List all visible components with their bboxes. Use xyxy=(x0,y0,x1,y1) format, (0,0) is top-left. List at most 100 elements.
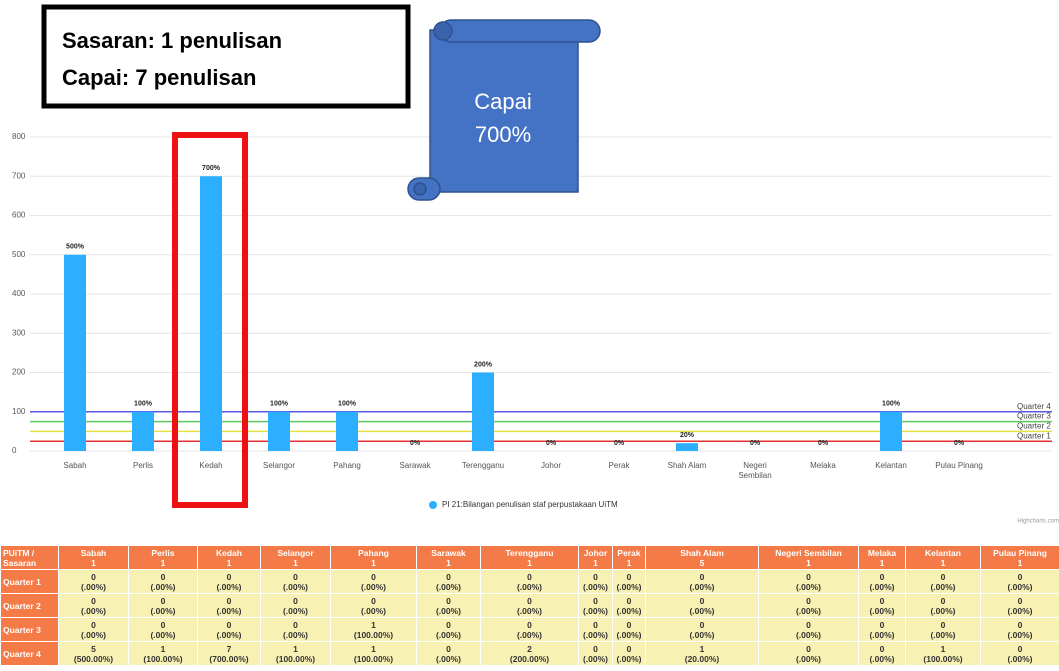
x-tick-label: Negeri Sembilan xyxy=(726,461,784,481)
cell-percent: (.00%) xyxy=(200,606,258,616)
plot-line-label: Quarter 1 xyxy=(1017,431,1051,440)
table-row: Quarter 20(.00%)0(.00%)0(.00%)0(.00%)0(.… xyxy=(1,594,1059,618)
table-cell: 0(.00%) xyxy=(613,570,646,594)
table-cell: 0(.00%) xyxy=(129,594,198,618)
cell-count: 1 xyxy=(648,644,756,654)
cell-count: 0 xyxy=(419,596,478,606)
column-target: 1 xyxy=(263,558,328,568)
cell-percent: (.00%) xyxy=(615,630,643,640)
x-tick-label: Pulau Pinang xyxy=(930,461,988,471)
column-target: 1 xyxy=(861,558,903,568)
cell-count: 0 xyxy=(419,572,478,582)
cell-percent: (.00%) xyxy=(581,630,610,640)
cell-percent: (.00%) xyxy=(761,606,856,616)
cell-percent: (.00%) xyxy=(483,606,576,616)
cell-percent: (.00%) xyxy=(61,606,126,616)
cell-count: 0 xyxy=(419,644,478,654)
table-cell: 0(.00%) xyxy=(613,594,646,618)
cell-count: 0 xyxy=(861,644,903,654)
cell-count: 1 xyxy=(263,644,328,654)
table-cell: 0(.00%) xyxy=(859,570,906,594)
cell-count: 0 xyxy=(861,596,903,606)
scroll: Capai 700% xyxy=(408,20,600,200)
cell-percent: (.00%) xyxy=(908,606,978,616)
y-tick-label: 600 xyxy=(12,211,26,220)
column-name: Pahang xyxy=(333,548,414,558)
cell-percent: (.00%) xyxy=(861,654,903,664)
cell-count: 1 xyxy=(131,644,195,654)
cell-percent: (.00%) xyxy=(131,606,195,616)
cell-count: 0 xyxy=(648,596,756,606)
table-cell: 0(.00%) xyxy=(613,642,646,666)
table-cell: 0(.00%) xyxy=(481,570,579,594)
table-cell: 0(.00%) xyxy=(859,642,906,666)
bar xyxy=(336,412,358,451)
cell-count: 0 xyxy=(483,596,576,606)
legend-marker xyxy=(429,501,437,509)
cell-percent: (.00%) xyxy=(581,654,610,664)
column-target: 1 xyxy=(333,558,414,568)
cell-percent: (100.00%) xyxy=(263,654,328,664)
row-label: Quarter 4 xyxy=(1,642,59,666)
y-tick-label: 800 xyxy=(12,132,26,141)
table-cell: 1(100.00%) xyxy=(331,642,417,666)
table-cell: 0(.00%) xyxy=(859,594,906,618)
column-target: 1 xyxy=(131,558,195,568)
table-cell: 1(100.00%) xyxy=(331,618,417,642)
cell-percent: (100.00%) xyxy=(131,654,195,664)
cell-count: 0 xyxy=(61,572,126,582)
cell-percent: (.00%) xyxy=(483,582,576,592)
column-target: 1 xyxy=(200,558,258,568)
page: 0100200300400500600700800Quarter 4Quarte… xyxy=(0,0,1059,671)
cell-count: 0 xyxy=(263,596,328,606)
table-cell: 1(100.00%) xyxy=(906,642,981,666)
x-tick-label: Johor xyxy=(522,461,580,471)
table-cell: 0(.00%) xyxy=(198,594,261,618)
data-label: 0% xyxy=(614,440,625,447)
data-label: 500% xyxy=(66,244,85,251)
table-cell: 0(.00%) xyxy=(981,618,1059,642)
y-tick-label: 400 xyxy=(12,289,26,298)
cell-percent: (.00%) xyxy=(861,630,903,640)
cell-percent: (100.00%) xyxy=(333,630,414,640)
table-cell: 2(200.00%) xyxy=(481,642,579,666)
table-cell: 0(.00%) xyxy=(331,594,417,618)
cell-percent: (.00%) xyxy=(483,630,576,640)
cell-count: 0 xyxy=(615,596,643,606)
cell-count: 0 xyxy=(761,572,856,582)
table-cell: 0(.00%) xyxy=(613,618,646,642)
cell-count: 0 xyxy=(263,572,328,582)
table-cell: 0(.00%) xyxy=(906,618,981,642)
cell-count: 0 xyxy=(581,644,610,654)
table-cell: 0(.00%) xyxy=(579,570,613,594)
column-target: 1 xyxy=(581,558,610,568)
data-label: 200% xyxy=(474,361,493,368)
row-label: Quarter 3 xyxy=(1,618,59,642)
scroll-curl xyxy=(414,183,426,195)
cell-count: 1 xyxy=(333,620,414,630)
x-tick-label: Selangor xyxy=(250,461,308,471)
bar xyxy=(200,176,222,451)
header-cell: Sabah1 xyxy=(59,546,129,570)
cell-percent: (.00%) xyxy=(908,582,978,592)
cell-percent: (.00%) xyxy=(615,654,643,664)
cell-count: 0 xyxy=(761,596,856,606)
cell-count: 0 xyxy=(648,620,756,630)
bar xyxy=(268,412,290,451)
cell-count: 0 xyxy=(131,596,195,606)
column-target: 1 xyxy=(761,558,856,568)
cell-count: 1 xyxy=(333,644,414,654)
x-tick-label: Perak xyxy=(590,461,648,471)
data-label: 0% xyxy=(818,440,829,447)
data-label: 100% xyxy=(270,401,289,408)
table-cell: 0(.00%) xyxy=(481,594,579,618)
cell-count: 0 xyxy=(200,620,258,630)
column-name: Terengganu xyxy=(483,548,576,558)
cell-count: 0 xyxy=(263,620,328,630)
cell-percent: (.00%) xyxy=(908,630,978,640)
cell-percent: (20.00%) xyxy=(648,654,756,664)
